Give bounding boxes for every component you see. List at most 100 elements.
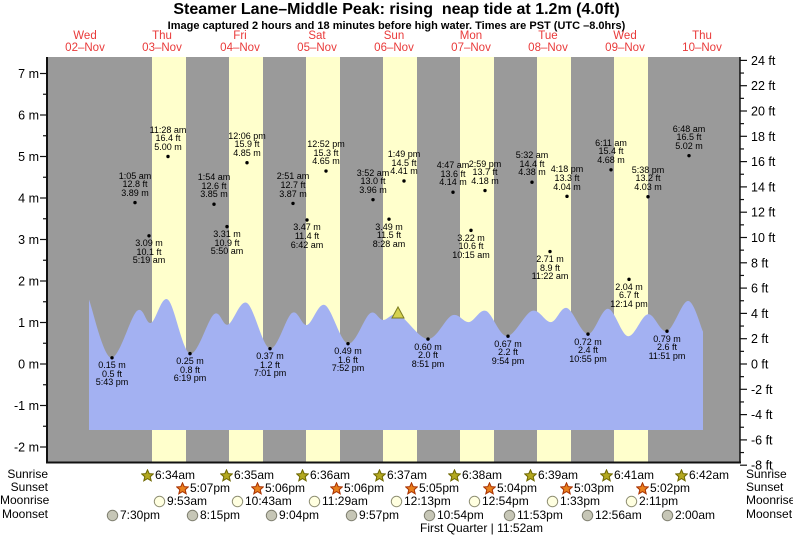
annotation-line: 15.3 ft [313,147,339,158]
sunset-star-icon-shape [560,481,573,495]
day-date: 02–Nov [65,41,105,54]
annotation-line: 6:48 am [672,123,706,134]
low-tide-annotation: 0.37 m 1.2 ft 7:01 pm [254,352,287,378]
sunset-star-icon-shape [176,481,189,495]
tide-curve-area [89,299,703,430]
tide-event-dot [212,202,216,206]
moonrise-icon [625,495,638,507]
day-label: Tue 08–Nov [528,30,568,54]
day-date: 06–Nov [374,41,414,54]
left-axis-label: 7 m [18,67,39,81]
sunset-star-icon [330,481,343,495]
day-of-week: Sun [383,30,405,42]
high-tide-annotation: 6:48 am 16.5 ft 5.02 m [672,123,706,151]
tide-event-dot [565,194,569,199]
sunrise-time: 6:34am [155,468,196,482]
day-label: Mon 07–Nov [451,30,491,54]
day-date: 04–Nov [220,41,260,54]
sunset-star-icon [405,481,418,495]
annotation-line: 11:28 am [149,124,187,135]
day-of-week: Thu [692,30,712,42]
sunset-entry: 5:06pm [330,481,384,495]
sunrise-row-label-right: Sunrise [746,467,787,481]
day-of-week: Fri [233,30,247,42]
sunrise-entry: 6:38am [448,468,502,482]
right-axis-label: 20 ft [751,105,776,119]
low-tide-annotation: 3.22 m 10.6 ft 10:15 am [452,234,490,260]
sunrise-star-icon [373,468,386,482]
moonrise-time: 10:43am [245,494,292,508]
sunset-row-label-right: Sunset [746,480,784,494]
day-of-week: Sat [308,30,326,42]
moonrise-icon-shape [625,495,638,507]
day-label: Thu 10–Nov [682,30,722,54]
annotation-line: 10:15 am [452,250,490,261]
day-label: Wed 02–Nov [65,30,105,54]
moonset-entry: 11:53pm [503,508,563,522]
annotation-line: 1.2 ft [259,359,280,370]
annotation-line: 3.89 m [121,187,149,198]
right-axis-label: 22 ft [751,79,776,93]
low-tide-annotation: 0.67 m 2.2 ft 9:54 pm [492,338,525,366]
annotation-line: 3:52 am [356,167,390,178]
sunrise-star-icon [296,468,309,482]
moonrise-entry: 11:29am [308,494,368,508]
high-tide-annotation: 5:32 am 14.4 ft 4.38 m [516,151,549,177]
high-tide-annotation: 5:38 pm 13.2 ft 4.03 m [632,165,665,192]
day-of-week: Thu [152,30,172,42]
high-tide-annotation: 1:54 am 12.6 ft 3.85 m [198,173,231,199]
annotation-line: 1:49 pm [387,148,421,159]
sunrise-star-icon [448,468,461,482]
day-of-week: Tue [538,30,558,42]
moonset-icon [423,509,436,521]
annotation-line: 6.7 ft [618,290,639,301]
annotation-line: 16.4 ft [155,133,181,144]
sunset-entry: 5:05pm [405,481,459,495]
annotation-line: 13.7 ft [472,167,498,178]
sunset-entry: 5:07pm [176,481,230,495]
annotation-line: 12.7 ft [280,179,306,190]
low-tide-annotation: 0.72 m 2.4 ft 10:55 pm [569,337,607,364]
moonrise-icon [468,495,481,507]
sunset-star-icon-shape [251,481,264,495]
sunrise-time: 6:37am [387,468,428,482]
moonrise-icon [390,495,403,507]
sunset-entry: 5:02pm [636,481,690,495]
annotation-line: 12.6 ft [201,180,227,191]
moonset-entry: 2:00am [661,508,715,522]
annotation-line: 4.65 m [312,156,340,167]
sunrise-star-icon [141,468,154,482]
moonrise-time: 12:54pm [482,494,529,508]
high-tide-annotation: 4:18 pm 13.3 ft 4.04 m [551,165,584,191]
moonset-icon-shape [345,509,358,521]
sunset-star-icon-shape [330,481,343,495]
annotation-line: 8:28 am [372,238,406,249]
annotation-line: 12:52 pm [307,139,345,150]
right-axis-label: -2 ft [751,383,773,397]
annotation-line: 3.87 m [279,188,307,199]
day-label: Fri 04–Nov [220,30,260,54]
sunrise-time: 6:41am [614,468,655,482]
annotation-line: 2:51 am [276,171,310,182]
moonset-icon-shape [106,509,119,521]
low-tide-annotation: 0.60 m 2.0 ft 8:51 pm [412,342,445,369]
sunrise-time: 6:35am [234,468,275,482]
high-tide-annotation: 11:28 am 16.4 ft 5.00 m [149,124,187,152]
sunrise-row-label-left: Sunrise [7,467,48,481]
moonset-icon-shape [265,509,278,521]
low-tide-annotation: 3.49 m 11.5 ft 8:28 am [372,222,406,249]
sunset-entry: 5:03pm [560,481,614,495]
sunrise-entry: 6:34am [141,468,195,482]
high-tide-annotation: 6:11 am 15.4 ft 4.68 m [595,138,627,165]
sunrise-star-icon [600,468,613,482]
moonset-entry: 7:30pm [106,508,160,522]
right-axis-label: 24 ft [751,54,776,68]
moonset-icon-shape [423,509,436,521]
left-axis-label: -1 m [14,399,39,413]
annotation-line: 0.49 m [334,346,362,357]
moonrise-icon [231,495,244,507]
annotation-line: 2.04 m [615,281,643,292]
tide-event-dot [147,234,151,238]
annotation-line: 0.67 m [494,338,522,349]
